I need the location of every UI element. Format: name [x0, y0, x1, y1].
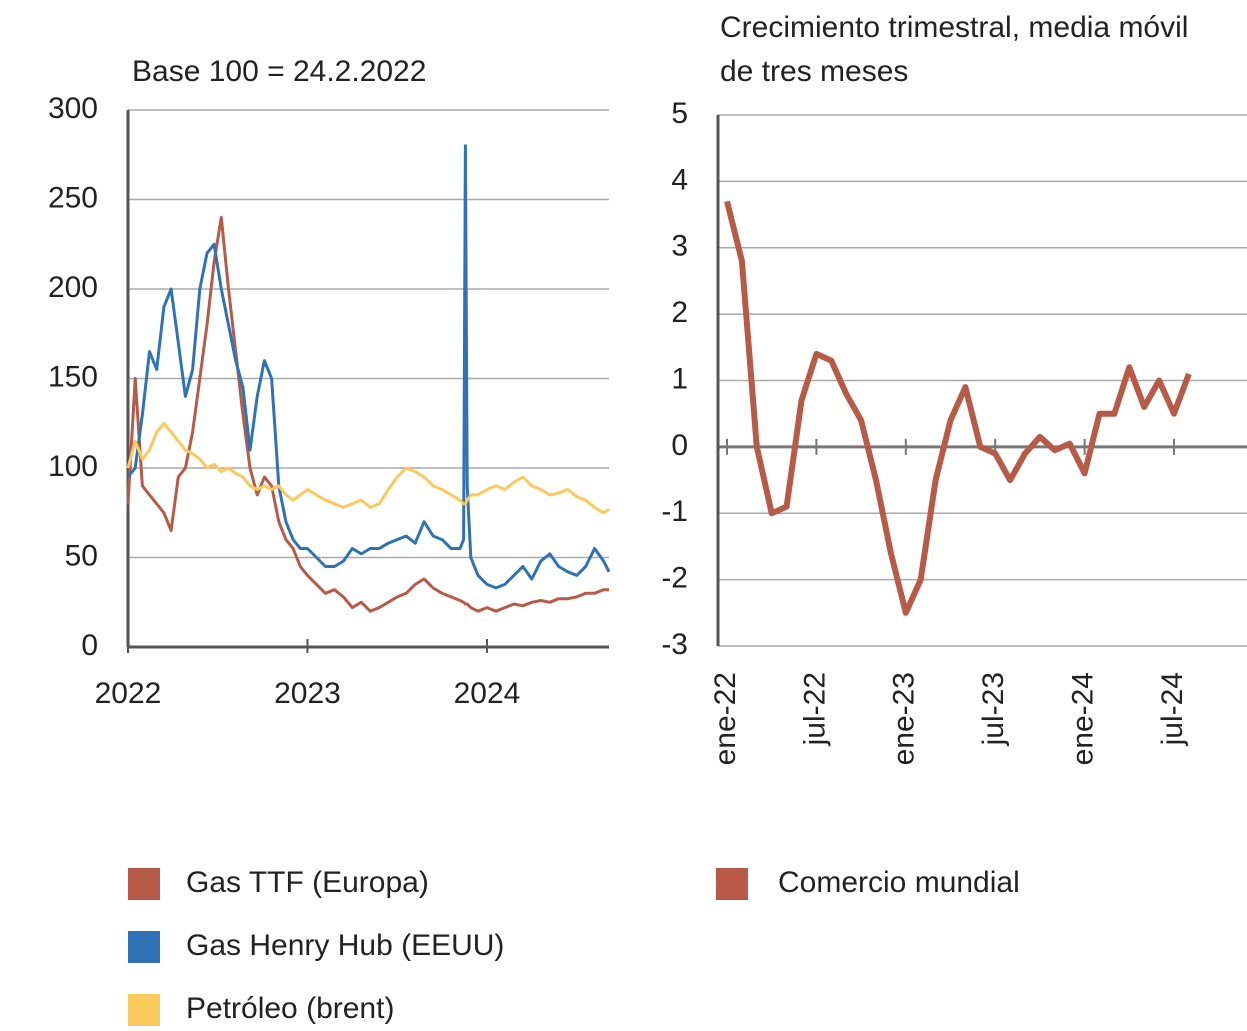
y-tick-label: 100	[48, 450, 98, 483]
chart-subtitle: Crecimiento trimestral, media móvil de t…	[720, 11, 1189, 88]
y-tick-label: 200	[48, 271, 98, 304]
x-tick-label: 2023	[274, 677, 341, 710]
legend-swatch	[128, 994, 160, 1026]
series-line	[126, 144, 611, 590]
y-tick-label: -1	[661, 495, 688, 528]
x-tick-label: jul-24	[1156, 672, 1189, 746]
chart-subtitle: Base 100 = 24.2.2022	[132, 55, 427, 88]
x-tick-label: ene-22	[709, 672, 742, 765]
series-line	[724, 200, 1192, 616]
x-tick-label: jul-23	[977, 672, 1010, 746]
legend-label: Petróleo (brent)	[186, 992, 394, 1025]
x-tick-label: ene-24	[1067, 672, 1100, 765]
x-tick-label: 2024	[454, 677, 521, 710]
y-tick-label: 300	[48, 92, 98, 125]
x-tick-label: 2022	[95, 677, 162, 710]
series-line	[126, 215, 609, 613]
y-tick-label: 3	[671, 230, 688, 263]
legend-label: Gas Henry Hub (EEUU)	[186, 929, 504, 962]
y-tick-label: 0	[671, 429, 688, 462]
legend-label: Gas TTF (Europa)	[186, 866, 429, 899]
y-tick-label: -2	[661, 562, 688, 595]
y-tick-label: 4	[671, 163, 688, 196]
x-tick-label: ene-23	[888, 672, 921, 765]
legend-swatch	[716, 868, 748, 900]
x-tick-label: jul-22	[798, 672, 831, 746]
legend-label: Comercio mundial	[778, 866, 1020, 899]
y-tick-label: -3	[661, 628, 688, 661]
y-tick-label: 250	[48, 181, 98, 214]
y-tick-label: 50	[65, 539, 98, 572]
legend-swatch	[128, 931, 160, 963]
y-tick-label: 5	[671, 97, 688, 130]
y-tick-label: 150	[48, 360, 98, 393]
series-line	[126, 421, 610, 515]
y-tick-label: 0	[81, 629, 98, 662]
y-tick-label: 1	[671, 362, 688, 395]
y-tick-label: 2	[671, 296, 688, 329]
legend-swatch	[128, 868, 160, 900]
